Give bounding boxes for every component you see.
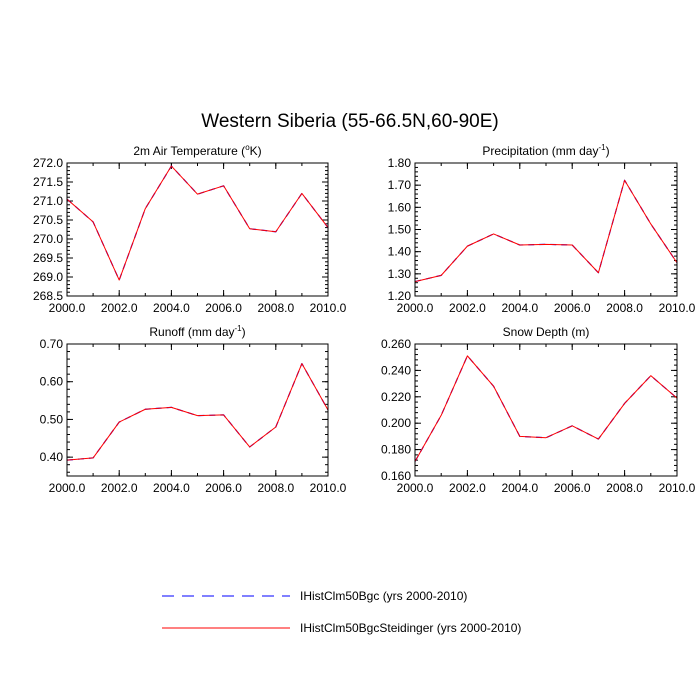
x-tick-label: 2008.0 xyxy=(257,481,294,495)
x-tick-label: 2000.0 xyxy=(397,481,434,495)
y-tick-label: 271.0 xyxy=(33,194,63,208)
plot-frame xyxy=(414,343,678,477)
series-line-bgc xyxy=(414,355,678,462)
series-line-steidinger xyxy=(66,165,329,281)
panel-title-sup: o xyxy=(245,143,250,152)
y-tick-label: 270.5 xyxy=(33,213,63,227)
x-tick-label: 2000.0 xyxy=(397,301,434,315)
x-tick-label: 2010.0 xyxy=(310,301,347,315)
series-line-bgc xyxy=(66,165,329,281)
x-tick-label: 2004.0 xyxy=(153,301,190,315)
panel-title: Runoff (mm day-1) xyxy=(149,324,245,339)
x-tick-label: 2008.0 xyxy=(606,481,643,495)
panel-title-after: ) xyxy=(242,325,246,339)
y-tick-label: 269.0 xyxy=(33,270,63,284)
y-tick-label: 1.40 xyxy=(388,245,412,259)
panel-title: 2m Air Temperature (oK) xyxy=(133,143,261,158)
panel-runoff: Runoff (mm day-1) 0.40 0.50 0.60 0.70 2000.0 2… xyxy=(40,324,347,495)
series-line-steidinger xyxy=(414,355,678,462)
plot-frame xyxy=(66,162,329,297)
panel-air-temperature: 2m Air Temperature (oK) 268.5 269.0 269.5 27… xyxy=(33,143,347,315)
x-tick-label: 2004.0 xyxy=(501,481,538,495)
y-tick-label: 1.20 xyxy=(388,289,412,303)
x-tick-label: 2008.0 xyxy=(257,301,294,315)
y-tick-label: 270.0 xyxy=(33,232,63,246)
series-line-bgc xyxy=(66,363,329,461)
y-tick-label: 0.240 xyxy=(381,363,411,377)
x-tick-label: 2002.0 xyxy=(449,481,486,495)
y-tick-label: 0.40 xyxy=(40,450,64,464)
x-tick-label: 2008.0 xyxy=(606,301,643,315)
y-tick-label: 1.50 xyxy=(388,223,412,237)
x-tick-label: 2010.0 xyxy=(659,481,696,495)
panel-title-main: Snow Depth (m) xyxy=(503,325,590,339)
panel-title-sup: -1 xyxy=(598,143,606,152)
panel-title-main: Precipitation (mm day xyxy=(482,144,598,158)
x-tick-label: 2006.0 xyxy=(554,301,591,315)
y-tick-label: 0.70 xyxy=(40,337,64,351)
y-tick-label: 0.50 xyxy=(40,412,64,426)
panel-title-main: 2m Air Temperature ( xyxy=(133,144,245,158)
x-tick-label: 2002.0 xyxy=(101,301,138,315)
y-tick-label: 0.220 xyxy=(381,390,411,404)
x-tick-label: 2004.0 xyxy=(501,301,538,315)
panel-title: Snow Depth (m) xyxy=(503,325,590,339)
x-tick-label: 2006.0 xyxy=(205,481,242,495)
panel-title-after: K) xyxy=(250,144,262,158)
panel-snow-depth: Snow Depth (m) 0.160 0.180 0.200 0.220 0.240 0… xyxy=(381,325,696,495)
y-tick-label: 1.70 xyxy=(388,178,412,192)
x-tick-label: 2006.0 xyxy=(554,481,591,495)
y-tick-label: 269.5 xyxy=(33,251,63,265)
x-tick-label: 2010.0 xyxy=(310,481,347,495)
y-tick-label: 0.180 xyxy=(381,443,411,457)
legend: IHistClm50Bgc (yrs 2000-2010) IHistClm50… xyxy=(162,589,521,635)
panel-title: Precipitation (mm day-1) xyxy=(482,143,609,158)
legend-label-bgc: IHistClm50Bgc (yrs 2000-2010) xyxy=(300,589,467,603)
y-tick-label: 0.260 xyxy=(381,337,411,351)
panel-title-after: ) xyxy=(606,144,610,158)
legend-label-steidinger: IHistClm50BgcSteidinger (yrs 2000-2010) xyxy=(300,621,521,635)
x-tick-label: 2010.0 xyxy=(659,301,696,315)
plot-frame xyxy=(66,343,329,477)
y-tick-label: 0.200 xyxy=(381,416,411,430)
y-tick-label: 268.5 xyxy=(33,289,63,303)
x-tick-label: 2006.0 xyxy=(205,301,242,315)
panel-precipitation: Precipitation (mm day-1) 1.20 1.30 1.40 1.50… xyxy=(388,143,696,315)
x-tick-label: 2002.0 xyxy=(101,481,138,495)
y-tick-label: 272.0 xyxy=(33,156,63,170)
y-tick-label: 1.80 xyxy=(388,156,412,170)
panel-title-sup: -1 xyxy=(235,324,243,333)
x-tick-label: 2000.0 xyxy=(49,481,86,495)
y-tick-label: 0.60 xyxy=(40,375,64,389)
x-tick-label: 2000.0 xyxy=(49,301,86,315)
x-tick-label: 2004.0 xyxy=(153,481,190,495)
y-tick-label: 0.160 xyxy=(381,469,411,483)
panel-title-main: Runoff (mm day xyxy=(149,325,234,339)
plot-frame xyxy=(414,162,678,297)
y-tick-label: 1.60 xyxy=(388,200,412,214)
series-line-steidinger xyxy=(66,363,329,461)
series-line-steidinger xyxy=(414,179,678,283)
figure-title: Western Siberia (55-66.5N,60-90E) xyxy=(201,111,498,132)
x-tick-label: 2002.0 xyxy=(449,301,486,315)
y-tick-label: 271.5 xyxy=(33,175,63,189)
y-tick-label: 1.30 xyxy=(388,267,412,281)
series-line-bgc xyxy=(414,179,678,283)
